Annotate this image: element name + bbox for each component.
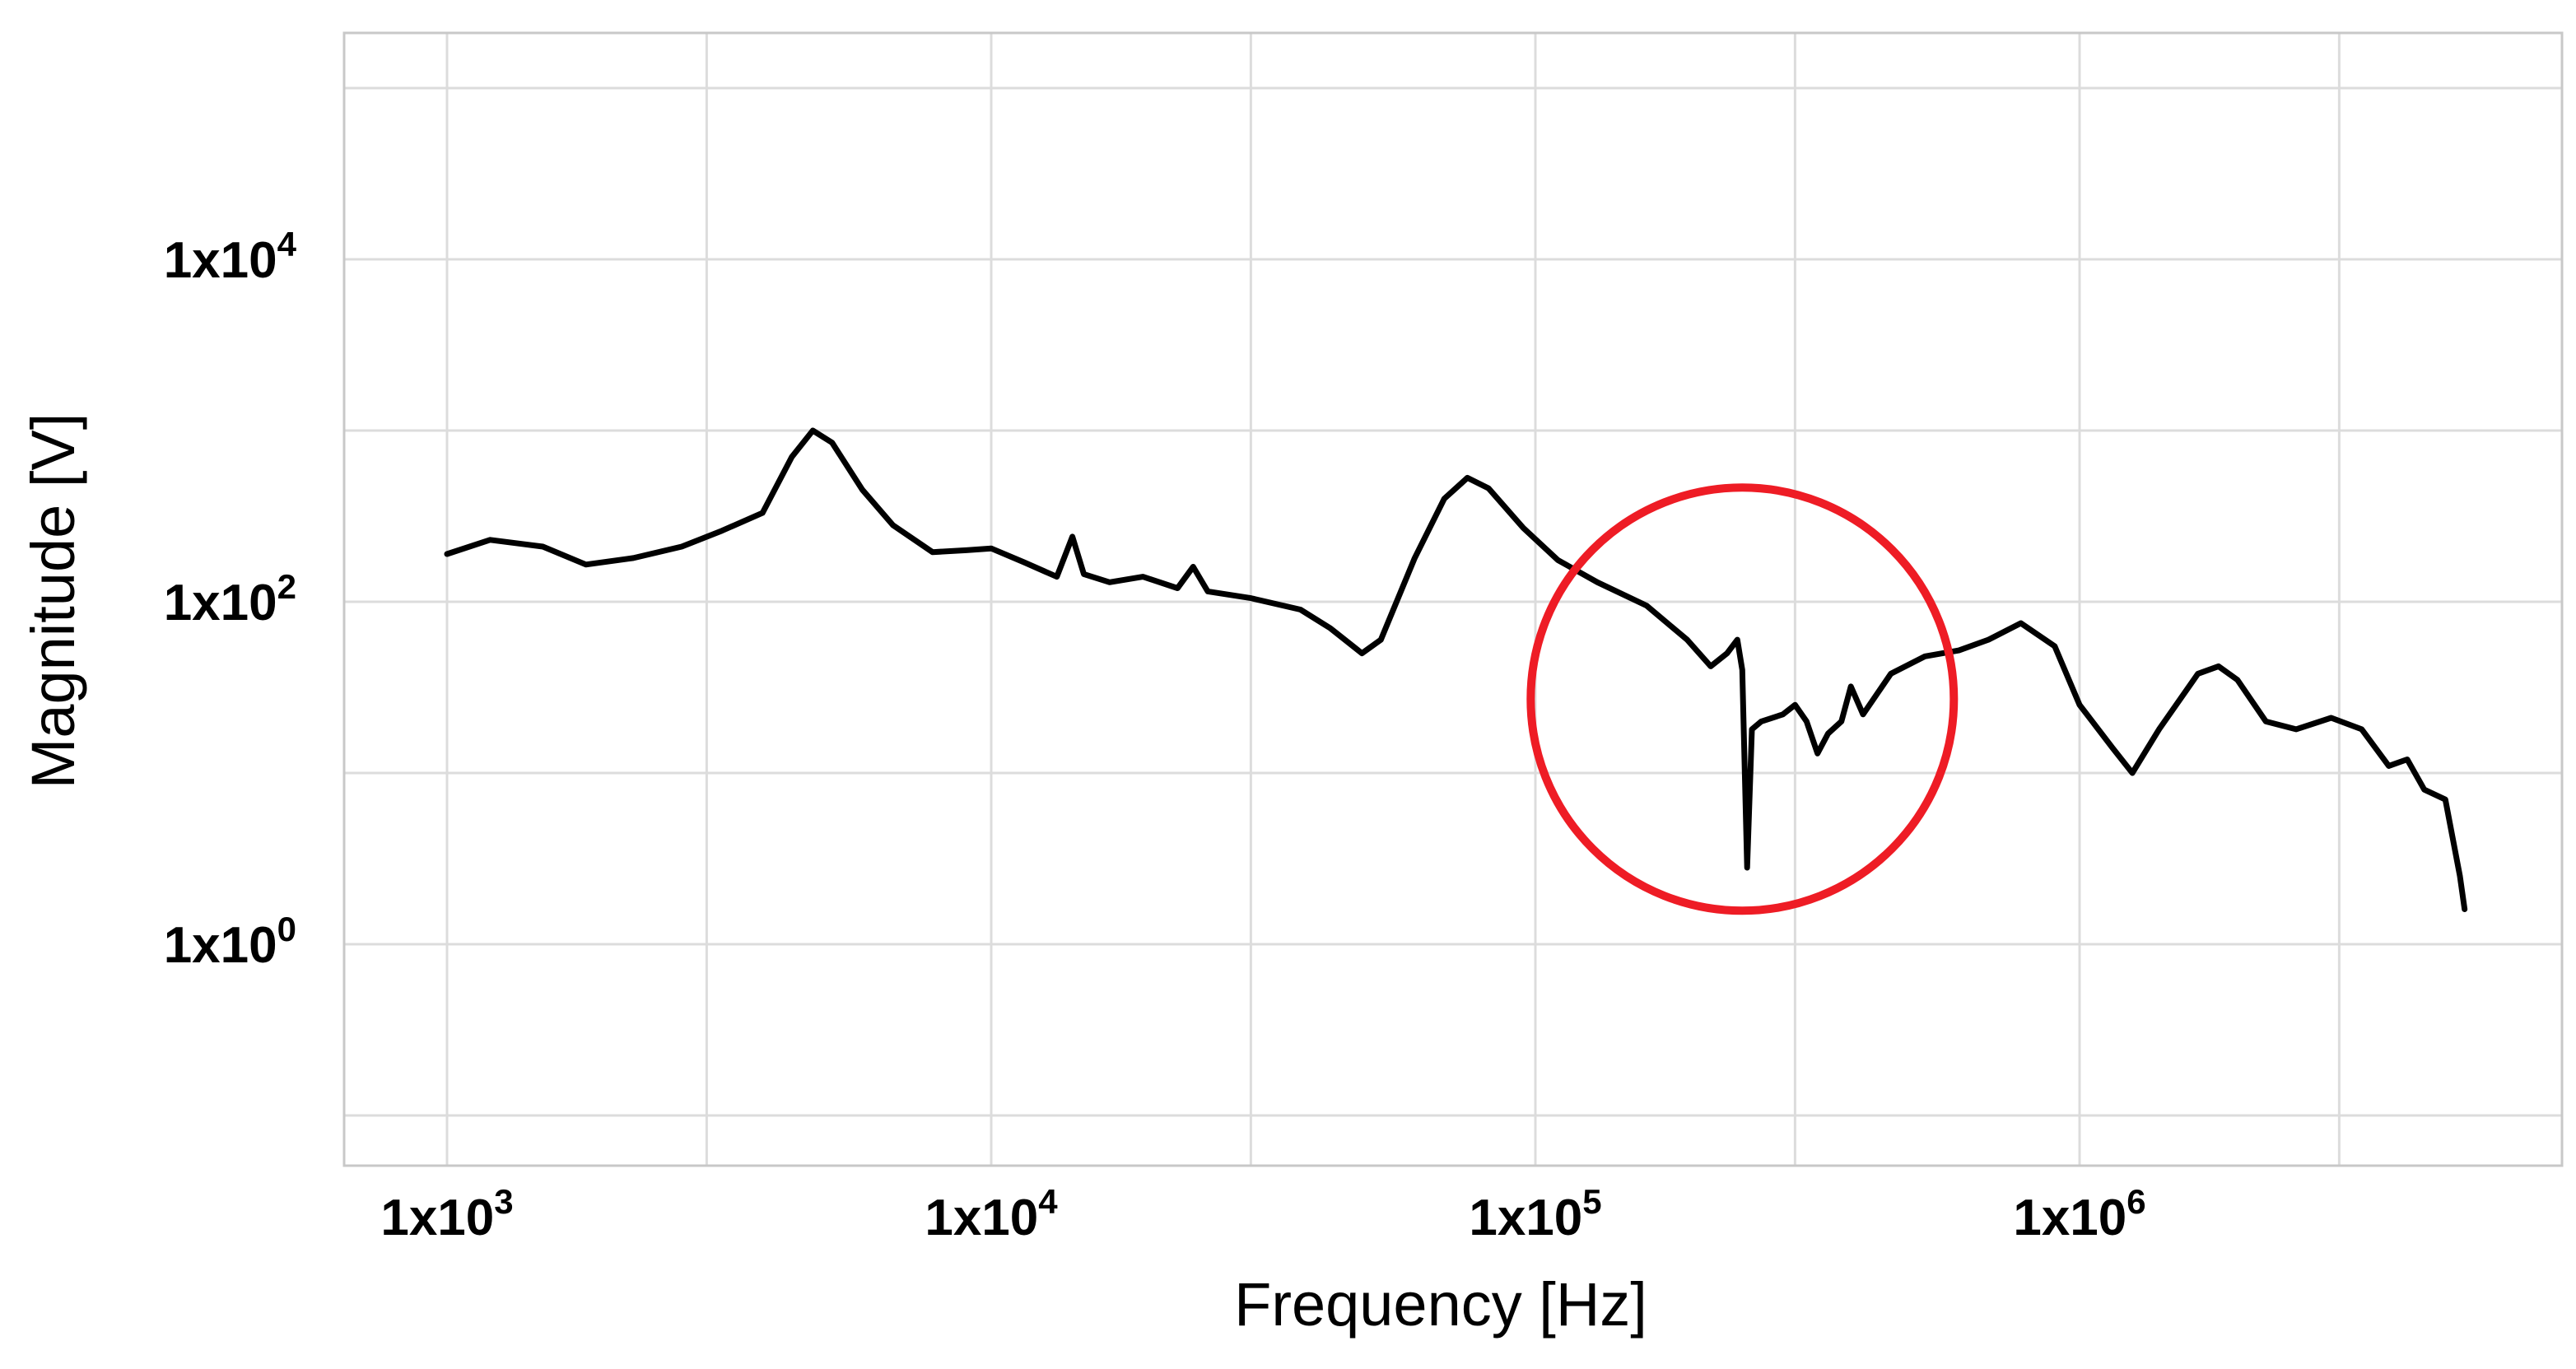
grid-lines bbox=[344, 33, 2562, 1166]
x-tick-label: 1x103 bbox=[380, 1182, 513, 1246]
x-axis-title: Frequency [Hz] bbox=[1234, 1270, 1647, 1339]
plot-frame bbox=[342, 31, 2564, 1167]
x-tick-label: 1x105 bbox=[1469, 1182, 1601, 1246]
y-axis-tick-labels: 1x100 1x102 1x104 bbox=[164, 225, 297, 974]
magnitude-series-line bbox=[444, 427, 2468, 912]
y-tick-label: 1x102 bbox=[164, 567, 296, 631]
x-axis-tick-labels: 1x103 1x104 1x105 1x106 bbox=[380, 1182, 2145, 1246]
y-tick-label: 1x100 bbox=[164, 910, 296, 974]
x-tick-label: 1x104 bbox=[925, 1182, 1058, 1246]
y-axis-title: Magnitude [V] bbox=[19, 413, 87, 789]
y-tick-label: 1x104 bbox=[164, 225, 297, 289]
x-tick-label: 1x106 bbox=[2013, 1182, 2145, 1246]
highlight-circle-annotation bbox=[1526, 483, 1959, 915]
